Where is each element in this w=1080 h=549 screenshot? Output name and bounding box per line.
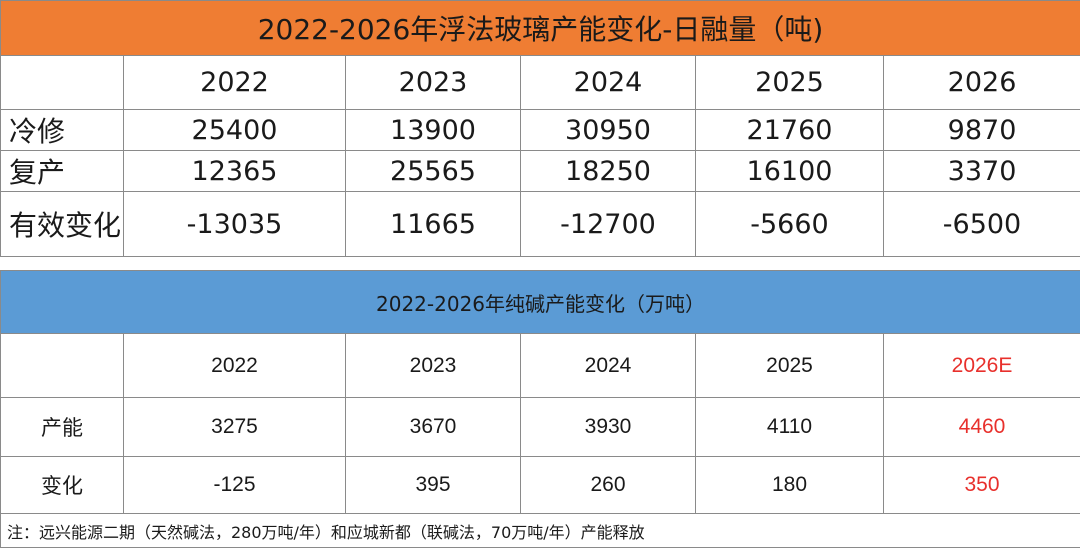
float-glass-capacity-table: 2022-2026年浮法玻璃产能变化-日融量（吨) 2022 2023 2024… (0, 0, 1080, 257)
soda-row-change: 变化 -125 395 260 180 350 (0, 456, 1080, 514)
soda-note-row: 注：远兴能源二期（天然碱法，280万吨/年）和应城新都（联碱法，70万吨/年）产… (0, 513, 1080, 548)
table-cell: 18250 (520, 150, 696, 192)
soda-header-row: 2022 2023 2024 2025 2026E (0, 333, 1080, 398)
table-cell-estimate: 350 (882, 456, 1080, 514)
soda-year-header: 2022 (123, 333, 346, 398)
table-cell: 3275 (123, 397, 346, 457)
table-cell: 4110 (695, 397, 884, 457)
soda-table-title: 2022-2026年纯碱产能变化（万吨） (0, 270, 1080, 334)
glass-year-header: 2022 (123, 55, 346, 110)
table-cell: -6500 (882, 191, 1080, 257)
glass-row-resumption: 复产 12365 25565 18250 16100 3370 (0, 150, 1080, 192)
table-cell: -125 (123, 456, 346, 514)
glass-corner-cell (0, 55, 124, 110)
glass-year-header: 2026 (882, 55, 1080, 110)
soda-year-header: 2023 (345, 333, 521, 398)
table-cell: 13900 (345, 109, 521, 151)
glass-row-cold-repair: 冷修 25400 13900 30950 21760 9870 (0, 109, 1080, 151)
table-cell: 9870 (882, 109, 1080, 151)
glass-row-net-change: 有效变化 -13035 11665 -12700 -5660 -6500 (0, 191, 1080, 257)
table-cell: 12365 (123, 150, 346, 192)
row-label: 产能 (0, 397, 124, 457)
soda-year-header: 2024 (520, 333, 696, 398)
table-cell: 25565 (345, 150, 521, 192)
table-cell: 25400 (123, 109, 346, 151)
glass-table-title: 2022-2026年浮法玻璃产能变化-日融量（吨) (0, 0, 1080, 56)
table-cell-estimate: 4460 (882, 397, 1080, 457)
soda-ash-capacity-table: 2022-2026年纯碱产能变化（万吨） 2022 2023 2024 2025… (0, 270, 1080, 548)
table-cell: -12700 (520, 191, 696, 257)
glass-header-row: 2022 2023 2024 2025 2026 (0, 55, 1080, 110)
glass-year-header: 2024 (520, 55, 696, 110)
table-cell: 3670 (345, 397, 521, 457)
soda-row-capacity: 产能 3275 3670 3930 4110 4460 (0, 397, 1080, 457)
table-cell: 11665 (345, 191, 521, 257)
soda-year-header: 2025 (695, 333, 884, 398)
table-cell: 180 (695, 456, 884, 514)
table-cell: 3930 (520, 397, 696, 457)
table-cell: 16100 (695, 150, 884, 192)
table-cell: 260 (520, 456, 696, 514)
row-label: 复产 (0, 150, 124, 192)
row-label: 变化 (0, 456, 124, 514)
table-cell: -13035 (123, 191, 346, 257)
row-label: 冷修 (0, 109, 124, 151)
table-cell: 21760 (695, 109, 884, 151)
glass-year-header: 2025 (695, 55, 884, 110)
table-cell: -5660 (695, 191, 884, 257)
footnote: 注：远兴能源二期（天然碱法，280万吨/年）和应城新都（联碱法，70万吨/年）产… (0, 513, 1080, 548)
soda-year-header-estimate: 2026E (882, 333, 1080, 398)
soda-corner-cell (0, 333, 124, 398)
table-cell: 30950 (520, 109, 696, 151)
table-cell: 395 (345, 456, 521, 514)
row-label: 有效变化 (0, 191, 124, 257)
table-cell: 3370 (882, 150, 1080, 192)
glass-year-header: 2023 (345, 55, 521, 110)
